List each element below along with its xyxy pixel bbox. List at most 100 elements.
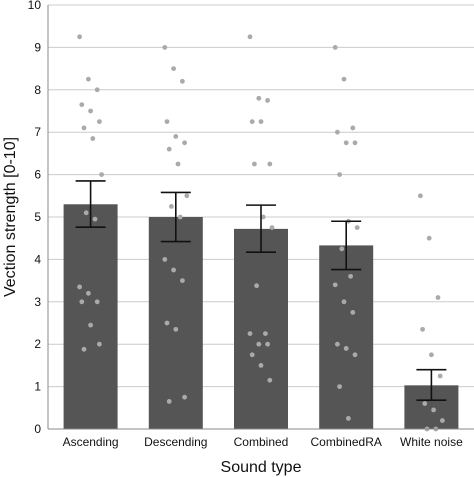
data-point [431, 407, 436, 413]
data-point [164, 320, 170, 326]
data-point [97, 119, 102, 124]
data-point [166, 146, 172, 152]
x-tick-label: Descending [144, 435, 207, 449]
x-tick-label: Combined [234, 435, 289, 449]
y-tick-label: 4 [34, 252, 41, 266]
data-point [166, 399, 172, 404]
data-point [162, 45, 168, 50]
data-point [249, 352, 255, 358]
data-point [422, 401, 428, 406]
data-point [86, 76, 91, 82]
data-point [252, 161, 257, 167]
data-point [440, 418, 445, 423]
y-axis-title: Vection strength [0-10] [2, 137, 19, 297]
y-tick-label: 3 [34, 295, 41, 309]
data-point [94, 87, 100, 93]
data-point [420, 326, 425, 332]
data-point [184, 193, 190, 199]
data-point [339, 246, 345, 252]
data-point [332, 45, 338, 50]
y-tick-label: 9 [34, 40, 41, 54]
data-point [341, 299, 347, 305]
data-point [77, 34, 82, 40]
data-point [435, 295, 441, 300]
y-tick-label: 0 [34, 422, 41, 436]
data-point [79, 102, 85, 108]
tick-labels: 0 1 2 3 4 5 6 7 8 9 10 Ascending Descending Combined C… [28, 0, 463, 449]
data-point [249, 119, 255, 124]
data-point [343, 346, 349, 351]
data-point [180, 278, 185, 283]
data-point [426, 235, 432, 241]
data-point [256, 95, 262, 101]
data-point [343, 140, 349, 146]
data-point [254, 283, 259, 289]
data-point [263, 331, 268, 336]
data-point [352, 352, 358, 358]
data-point [182, 394, 188, 400]
data-point [256, 341, 262, 347]
bar [319, 245, 374, 429]
data-point [177, 214, 183, 220]
data-point [418, 193, 423, 199]
data-point [247, 34, 253, 40]
data-point [346, 416, 351, 421]
data-point [173, 326, 179, 332]
data-point [180, 78, 185, 84]
data-point [88, 322, 93, 328]
x-tick-label: Ascending [63, 435, 119, 449]
data-point [267, 161, 273, 167]
data-point [81, 346, 87, 352]
data-point [247, 331, 253, 336]
data-point [99, 172, 104, 178]
x-tick-label: CombinedRA [311, 435, 382, 449]
data-point [169, 204, 174, 209]
data-point [92, 216, 98, 222]
error-bars [75, 180, 447, 401]
data-point [258, 119, 264, 124]
data-point [94, 299, 100, 305]
data-point [265, 98, 270, 103]
data-point [352, 140, 358, 146]
y-tick-label: 10 [28, 0, 42, 12]
data-point [81, 125, 87, 131]
y-tick-label: 6 [34, 168, 41, 182]
data-point [335, 129, 340, 135]
y-tick-label: 7 [34, 125, 41, 139]
data-point [88, 108, 93, 114]
data-point [350, 310, 356, 315]
data-point [429, 352, 434, 358]
data-point [437, 373, 443, 379]
data-point [175, 161, 181, 167]
bar [63, 204, 118, 429]
data-point [171, 267, 177, 273]
axes [47, 5, 474, 430]
bar [148, 217, 203, 429]
bar [234, 228, 288, 429]
data-point [260, 214, 266, 220]
data-point [332, 282, 338, 288]
x-tick-label: White noise [400, 435, 463, 449]
data-point [269, 225, 275, 231]
y-tick-label: 1 [34, 380, 41, 394]
data-point [258, 363, 264, 368]
data-point [354, 225, 360, 231]
data-point [341, 76, 347, 82]
y-tick-label: 2 [34, 337, 41, 351]
data-point [350, 125, 356, 131]
y-tick-label: 8 [34, 83, 41, 97]
bars [63, 204, 459, 429]
data-point [77, 284, 82, 290]
data-point [337, 172, 342, 178]
data-point [164, 119, 170, 124]
data-point [86, 290, 91, 296]
data-point [337, 384, 342, 389]
x-axis-title: Sound type [221, 459, 302, 476]
data-point [182, 140, 188, 146]
data-point [348, 273, 353, 279]
y-tick-label: 5 [34, 210, 41, 224]
data-point [97, 341, 102, 347]
data-point [162, 257, 168, 262]
data-point [171, 66, 177, 71]
